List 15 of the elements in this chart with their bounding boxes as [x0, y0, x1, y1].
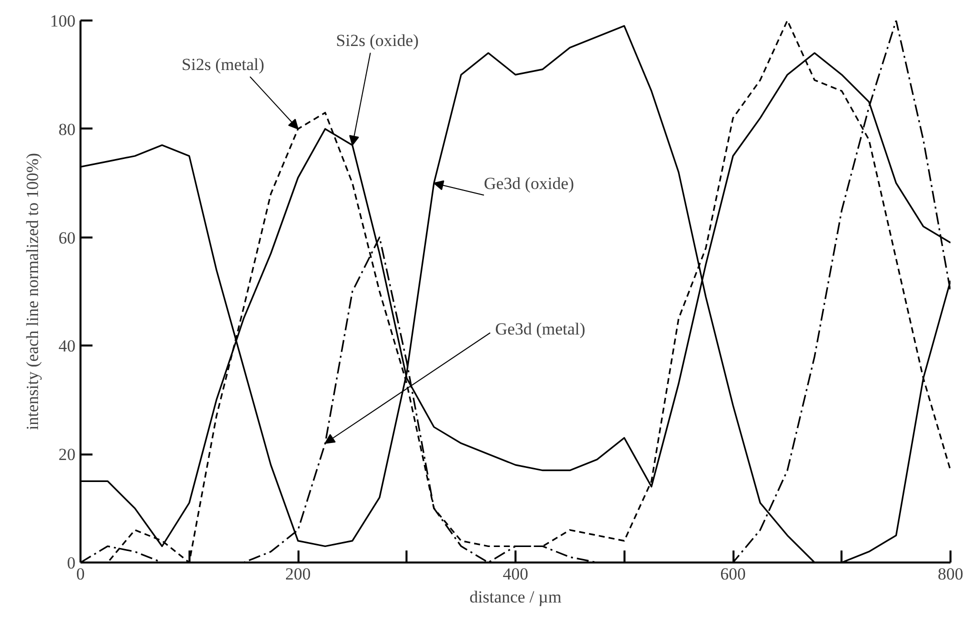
x-tick-label: 600 — [720, 564, 746, 584]
x-tick-label: 200 — [285, 564, 311, 584]
annotation: Ge3d (oxide) — [484, 174, 574, 194]
x-axis-title: distance / µm — [470, 588, 562, 606]
y-tick-label: 60 — [58, 228, 76, 248]
y-axis-title: intensity (each line normalized to 100%) — [23, 152, 42, 430]
y-tick-label: 20 — [58, 445, 76, 464]
annotation: Ge3d (metal) — [495, 319, 586, 338]
annotation: Si2s (metal) — [182, 54, 264, 74]
x-tick-label: 800 — [938, 564, 964, 584]
y-tick-label: 40 — [58, 336, 76, 356]
y-tick-label: 80 — [58, 120, 76, 139]
y-tick-label: 100 — [50, 12, 76, 30]
x-tick-label: 400 — [502, 564, 528, 584]
annotation: Si2s (oxide) — [336, 31, 419, 50]
